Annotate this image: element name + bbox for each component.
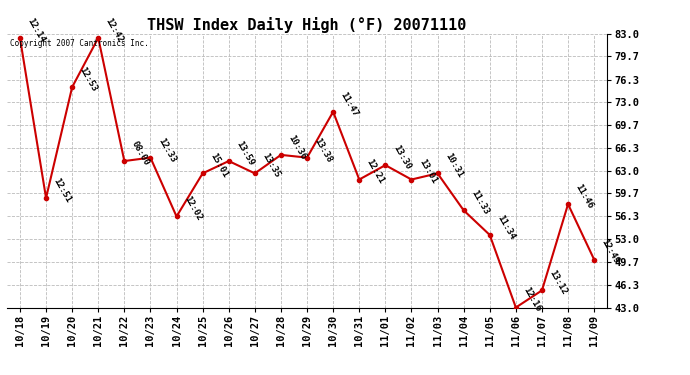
Text: 12:51: 12:51 <box>52 176 73 204</box>
Text: 12:49: 12:49 <box>600 238 621 266</box>
Text: 10:36: 10:36 <box>286 133 308 161</box>
Text: 13:01: 13:01 <box>417 158 438 186</box>
Text: 12:53: 12:53 <box>78 66 99 93</box>
Text: 13:12: 13:12 <box>547 269 569 297</box>
Text: 11:34: 11:34 <box>495 213 517 241</box>
Text: 13:59: 13:59 <box>235 140 255 167</box>
Text: 11:46: 11:46 <box>573 183 595 210</box>
Text: 12:16: 12:16 <box>522 286 542 314</box>
Text: 08:00: 08:00 <box>130 140 151 167</box>
Text: 13:30: 13:30 <box>391 144 412 171</box>
Text: 12:02: 12:02 <box>182 195 204 223</box>
Text: 13:38: 13:38 <box>313 136 334 164</box>
Text: Copyright 2007 Cantronics Inc.: Copyright 2007 Cantronics Inc. <box>10 39 148 48</box>
Text: 12:42: 12:42 <box>104 16 125 44</box>
Text: 12:21: 12:21 <box>365 158 386 186</box>
Title: THSW Index Daily High (°F) 20071110: THSW Index Daily High (°F) 20071110 <box>148 16 466 33</box>
Text: 13:35: 13:35 <box>260 152 282 180</box>
Text: 12:14: 12:14 <box>26 16 47 44</box>
Text: 11:33: 11:33 <box>469 189 491 216</box>
Text: 12:33: 12:33 <box>156 136 177 164</box>
Text: 15:01: 15:01 <box>208 152 230 180</box>
Text: 10:31: 10:31 <box>443 152 464 180</box>
Text: 11:47: 11:47 <box>339 90 360 118</box>
